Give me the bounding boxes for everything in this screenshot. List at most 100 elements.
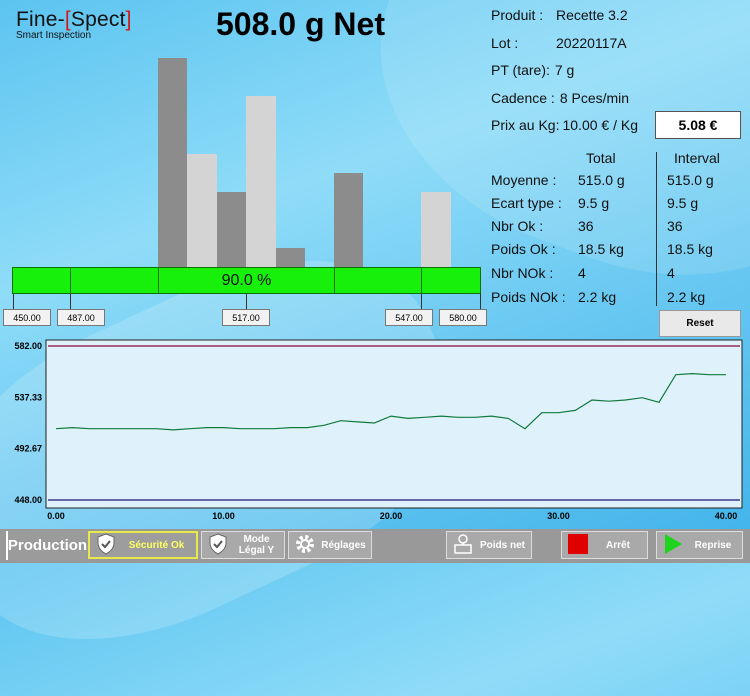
stop-icon	[567, 533, 589, 558]
info-label: Produit :	[491, 7, 544, 23]
stats-divider	[656, 152, 657, 306]
tick-line	[13, 294, 14, 310]
logo-part: Spect	[70, 8, 126, 31]
histogram-bar	[421, 192, 451, 267]
stats-label: Moyenne :	[491, 172, 557, 188]
resume-button[interactable]: Reprise	[656, 531, 743, 559]
tick-label-min: 450.00	[3, 309, 51, 326]
logo-subtitle: Smart Inspection	[16, 30, 92, 41]
price-display: 5.08 €	[655, 111, 741, 139]
info-label: Prix au Kg:	[491, 117, 560, 133]
x-tick-label: 40.00	[715, 511, 738, 521]
tolerance-band	[12, 267, 481, 294]
trend-chart: 582.00 537.33 492.67 448.00 0.00 10.00 20.00 3…	[14, 339, 743, 521]
stats-total: 36	[578, 218, 594, 234]
info-lot: Lot : 20220117A	[491, 35, 627, 51]
reset-button[interactable]: Reset	[659, 310, 741, 337]
y-tick-label: 582.00	[14, 341, 42, 351]
tick-line	[480, 294, 481, 310]
x-tick-label: 20.00	[380, 511, 403, 521]
button-label: Réglages	[321, 539, 366, 551]
button-label: Mode Légal Y	[238, 534, 275, 556]
stats-interval: 9.5 g	[667, 195, 699, 211]
weight-trend-line	[55, 372, 726, 431]
button-label: Arrêt	[606, 539, 630, 551]
y-tick-label: 448.00	[14, 495, 42, 505]
stats-interval: 515.0 g	[667, 172, 714, 188]
info-tare: PT (tare): 7 g	[491, 62, 574, 78]
stats-total: 515.0 g	[578, 172, 625, 188]
tick-line	[421, 294, 422, 310]
scale-icon	[452, 533, 474, 558]
info-value: Recette 3.2	[556, 7, 628, 23]
tick-line	[70, 294, 71, 310]
button-label: Sécurité Ok	[128, 539, 185, 551]
stats-label: Nbr NOk :	[491, 265, 554, 281]
stats-label: Nbr Ok :	[491, 218, 544, 234]
stop-button[interactable]: Arrêt	[561, 531, 648, 559]
info-cadence: Cadence :8 Pces/min	[491, 90, 629, 106]
stats-total: 4	[578, 265, 586, 281]
band-divider	[334, 267, 335, 294]
mode-legal-button[interactable]: Mode Légal Y	[201, 531, 285, 559]
tick-label-low: 487.00	[57, 309, 105, 326]
tick-line	[246, 294, 247, 310]
stats-total: 18.5 kg	[578, 241, 624, 257]
security-ok-button[interactable]: Sécurité Ok	[88, 531, 198, 559]
info-value: 20220117A	[556, 35, 627, 51]
histogram-bar	[217, 192, 246, 267]
x-tick-label: 0.00	[47, 511, 65, 521]
y-tick-label: 537.33	[14, 392, 42, 402]
info-value: 7 g	[554, 62, 575, 78]
histogram-bar	[276, 248, 305, 267]
net-weight-button[interactable]: Poids net	[446, 531, 532, 559]
shield-check-icon	[207, 532, 229, 558]
info-label: PT (tare):	[491, 62, 550, 78]
play-icon	[662, 533, 684, 558]
production-tab[interactable]: Production	[6, 531, 87, 560]
y-tick-label: 492.67	[14, 444, 42, 454]
info-label: Lot :	[491, 35, 519, 51]
stats-head-interval: Interval	[674, 150, 720, 166]
tick-label-max: 580.00	[439, 309, 487, 326]
info-label: Cadence :	[491, 90, 555, 106]
logo: Fine-[Spect] Smart Inspection	[16, 8, 132, 41]
stats-total: 2.2 kg	[578, 289, 617, 305]
button-label: Reprise	[694, 539, 732, 551]
stats-head-total: Total	[586, 150, 616, 166]
stats-label: Poids Ok :	[491, 241, 556, 257]
stats-label: Ecart type :	[491, 195, 562, 211]
net-weight-display: 508.0 g Net	[216, 6, 385, 42]
stats-total: 9.5 g	[578, 195, 610, 211]
percent-ok-label: 90.0 %	[221, 272, 272, 289]
stats-label: Poids NOk :	[491, 289, 566, 305]
x-tick-label: 10.00	[212, 511, 235, 521]
info-value: 10.00 € / Kg	[562, 117, 638, 133]
shield-check-icon	[95, 532, 117, 558]
band-divider	[421, 267, 422, 294]
logo-bracket: ]	[125, 8, 132, 31]
plot-area	[45, 339, 743, 509]
band-divider	[70, 267, 71, 294]
stats-interval: 4	[667, 265, 675, 281]
stats-interval: 18.5 kg	[667, 241, 713, 257]
x-tick-label: 30.00	[547, 511, 570, 521]
gear-icon	[294, 533, 316, 558]
histogram-bar	[158, 58, 187, 267]
logo-text: Fine-[Spect]	[16, 8, 132, 32]
stats-interval: 2.2 kg	[667, 289, 706, 305]
tick-label-target: 517.00	[222, 309, 270, 326]
logo-bracket: [	[64, 8, 71, 31]
histogram-bar	[187, 154, 217, 267]
info-price-per-kg: Prix au Kg: 10.00 € / Kg	[491, 117, 638, 133]
stats-interval: 36	[667, 218, 683, 234]
tick-label-high: 547.00	[385, 309, 433, 326]
settings-button[interactable]: Réglages	[288, 531, 372, 559]
histogram-bar	[334, 173, 363, 267]
button-label: Poids net	[479, 539, 525, 551]
logo-part: Fine-	[16, 8, 65, 31]
histogram-bar	[246, 96, 276, 267]
info-product: Produit : Recette 3.2	[491, 7, 628, 23]
band-divider	[158, 267, 159, 294]
info-value: 8 Pces/min	[559, 90, 630, 106]
